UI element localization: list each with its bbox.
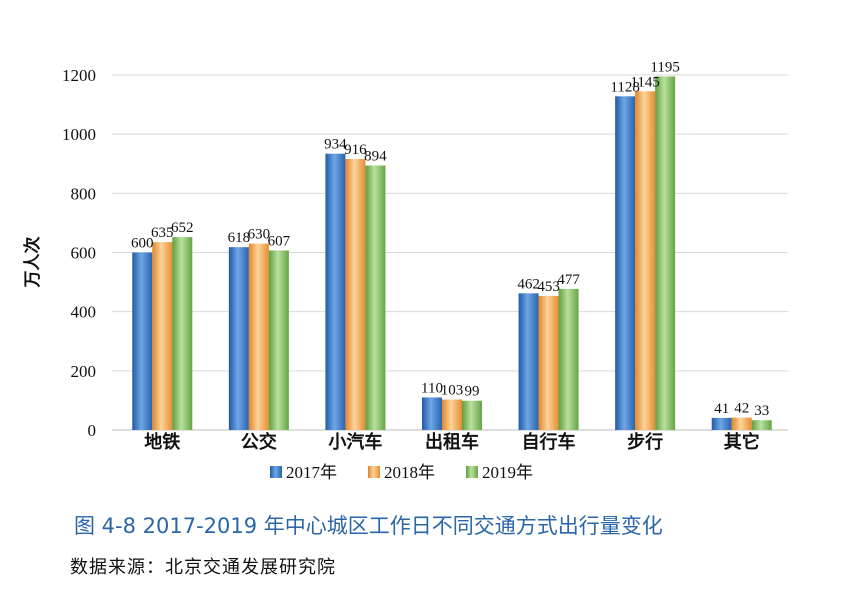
y-tick-label: 800 [71,184,97,203]
legend-item: 2017年 [270,463,337,482]
bars [132,76,772,431]
data-label: 894 [364,149,387,165]
bar [731,417,752,430]
bar [422,397,442,430]
y-tick-label: 400 [71,303,97,322]
bar [558,288,579,430]
y-tick-label: 0 [88,421,97,440]
data-label: 630 [248,227,271,243]
bar [751,420,772,430]
bar [711,417,732,430]
bar [518,293,539,430]
data-label: 607 [268,233,291,249]
x-category-label: 其它 [724,431,760,453]
bar [345,159,366,430]
data-label: 600 [131,236,154,252]
y-tick-label: 200 [71,362,97,381]
bar [365,165,386,430]
legend-label: 2018年 [384,463,435,482]
x-category-label: 步行 [627,431,663,453]
bar [172,237,193,430]
data-label: 1128 [610,79,639,95]
data-label: 477 [557,272,580,288]
data-label: 1195 [650,59,679,75]
data-label: 33 [754,403,769,419]
data-label: 110 [421,380,443,396]
data-label: 618 [228,230,251,246]
y-tick-label: 600 [71,244,97,263]
bar [132,252,153,430]
data-label: 934 [324,137,347,153]
data-label: 41 [714,401,729,417]
x-axis: 地铁 公交 小汽车 出租车 自行车 步行 其它 [144,431,759,453]
y-axis-label: 万人次 [22,237,43,289]
legend-item: 2018年 [368,463,435,482]
data-label: 1145 [630,74,659,90]
data-label: 462 [517,276,540,292]
data-label: 99 [465,384,480,400]
legend-label: 2019年 [482,463,533,482]
data-label: 103 [441,383,464,399]
legend-swatch [466,466,478,478]
bar [268,250,289,430]
figure-caption: 图 4-8 2017-2019 年中心城区工作日不同交通方式出行量变化 [74,514,663,538]
bar [248,243,269,430]
legend-swatch [368,466,380,478]
bar [152,242,173,430]
x-category-label: 地铁 [144,431,180,453]
x-category-label: 小汽车 [328,431,382,453]
data-source: 数据来源：北京交通发展研究院 [70,557,336,578]
bar [615,96,636,431]
legend-swatch [270,466,282,478]
data-label: 635 [151,225,174,241]
bar [228,247,249,430]
legend: 2017年 2018年 2019年 [270,463,533,482]
gridlines [112,74,788,431]
data-label: 42 [734,401,749,417]
data-label: 453 [537,279,560,295]
bar [538,295,559,430]
x-category-label: 出租车 [425,431,479,453]
y-tick-label: 1000 [62,125,96,144]
bar [442,399,462,430]
x-category-label: 自行车 [522,431,576,453]
y-tick-label: 1200 [62,66,96,85]
legend-label: 2017年 [286,463,337,482]
y-axis: 0 200 400 600 800 1000 1200 [62,66,96,440]
bar [325,153,346,431]
legend-item: 2019年 [466,463,533,482]
data-label: 916 [344,142,367,158]
bar [655,76,676,431]
bar [635,91,656,430]
bar [462,400,482,430]
data-label: 652 [171,220,194,236]
x-category-label: 公交 [241,431,277,453]
